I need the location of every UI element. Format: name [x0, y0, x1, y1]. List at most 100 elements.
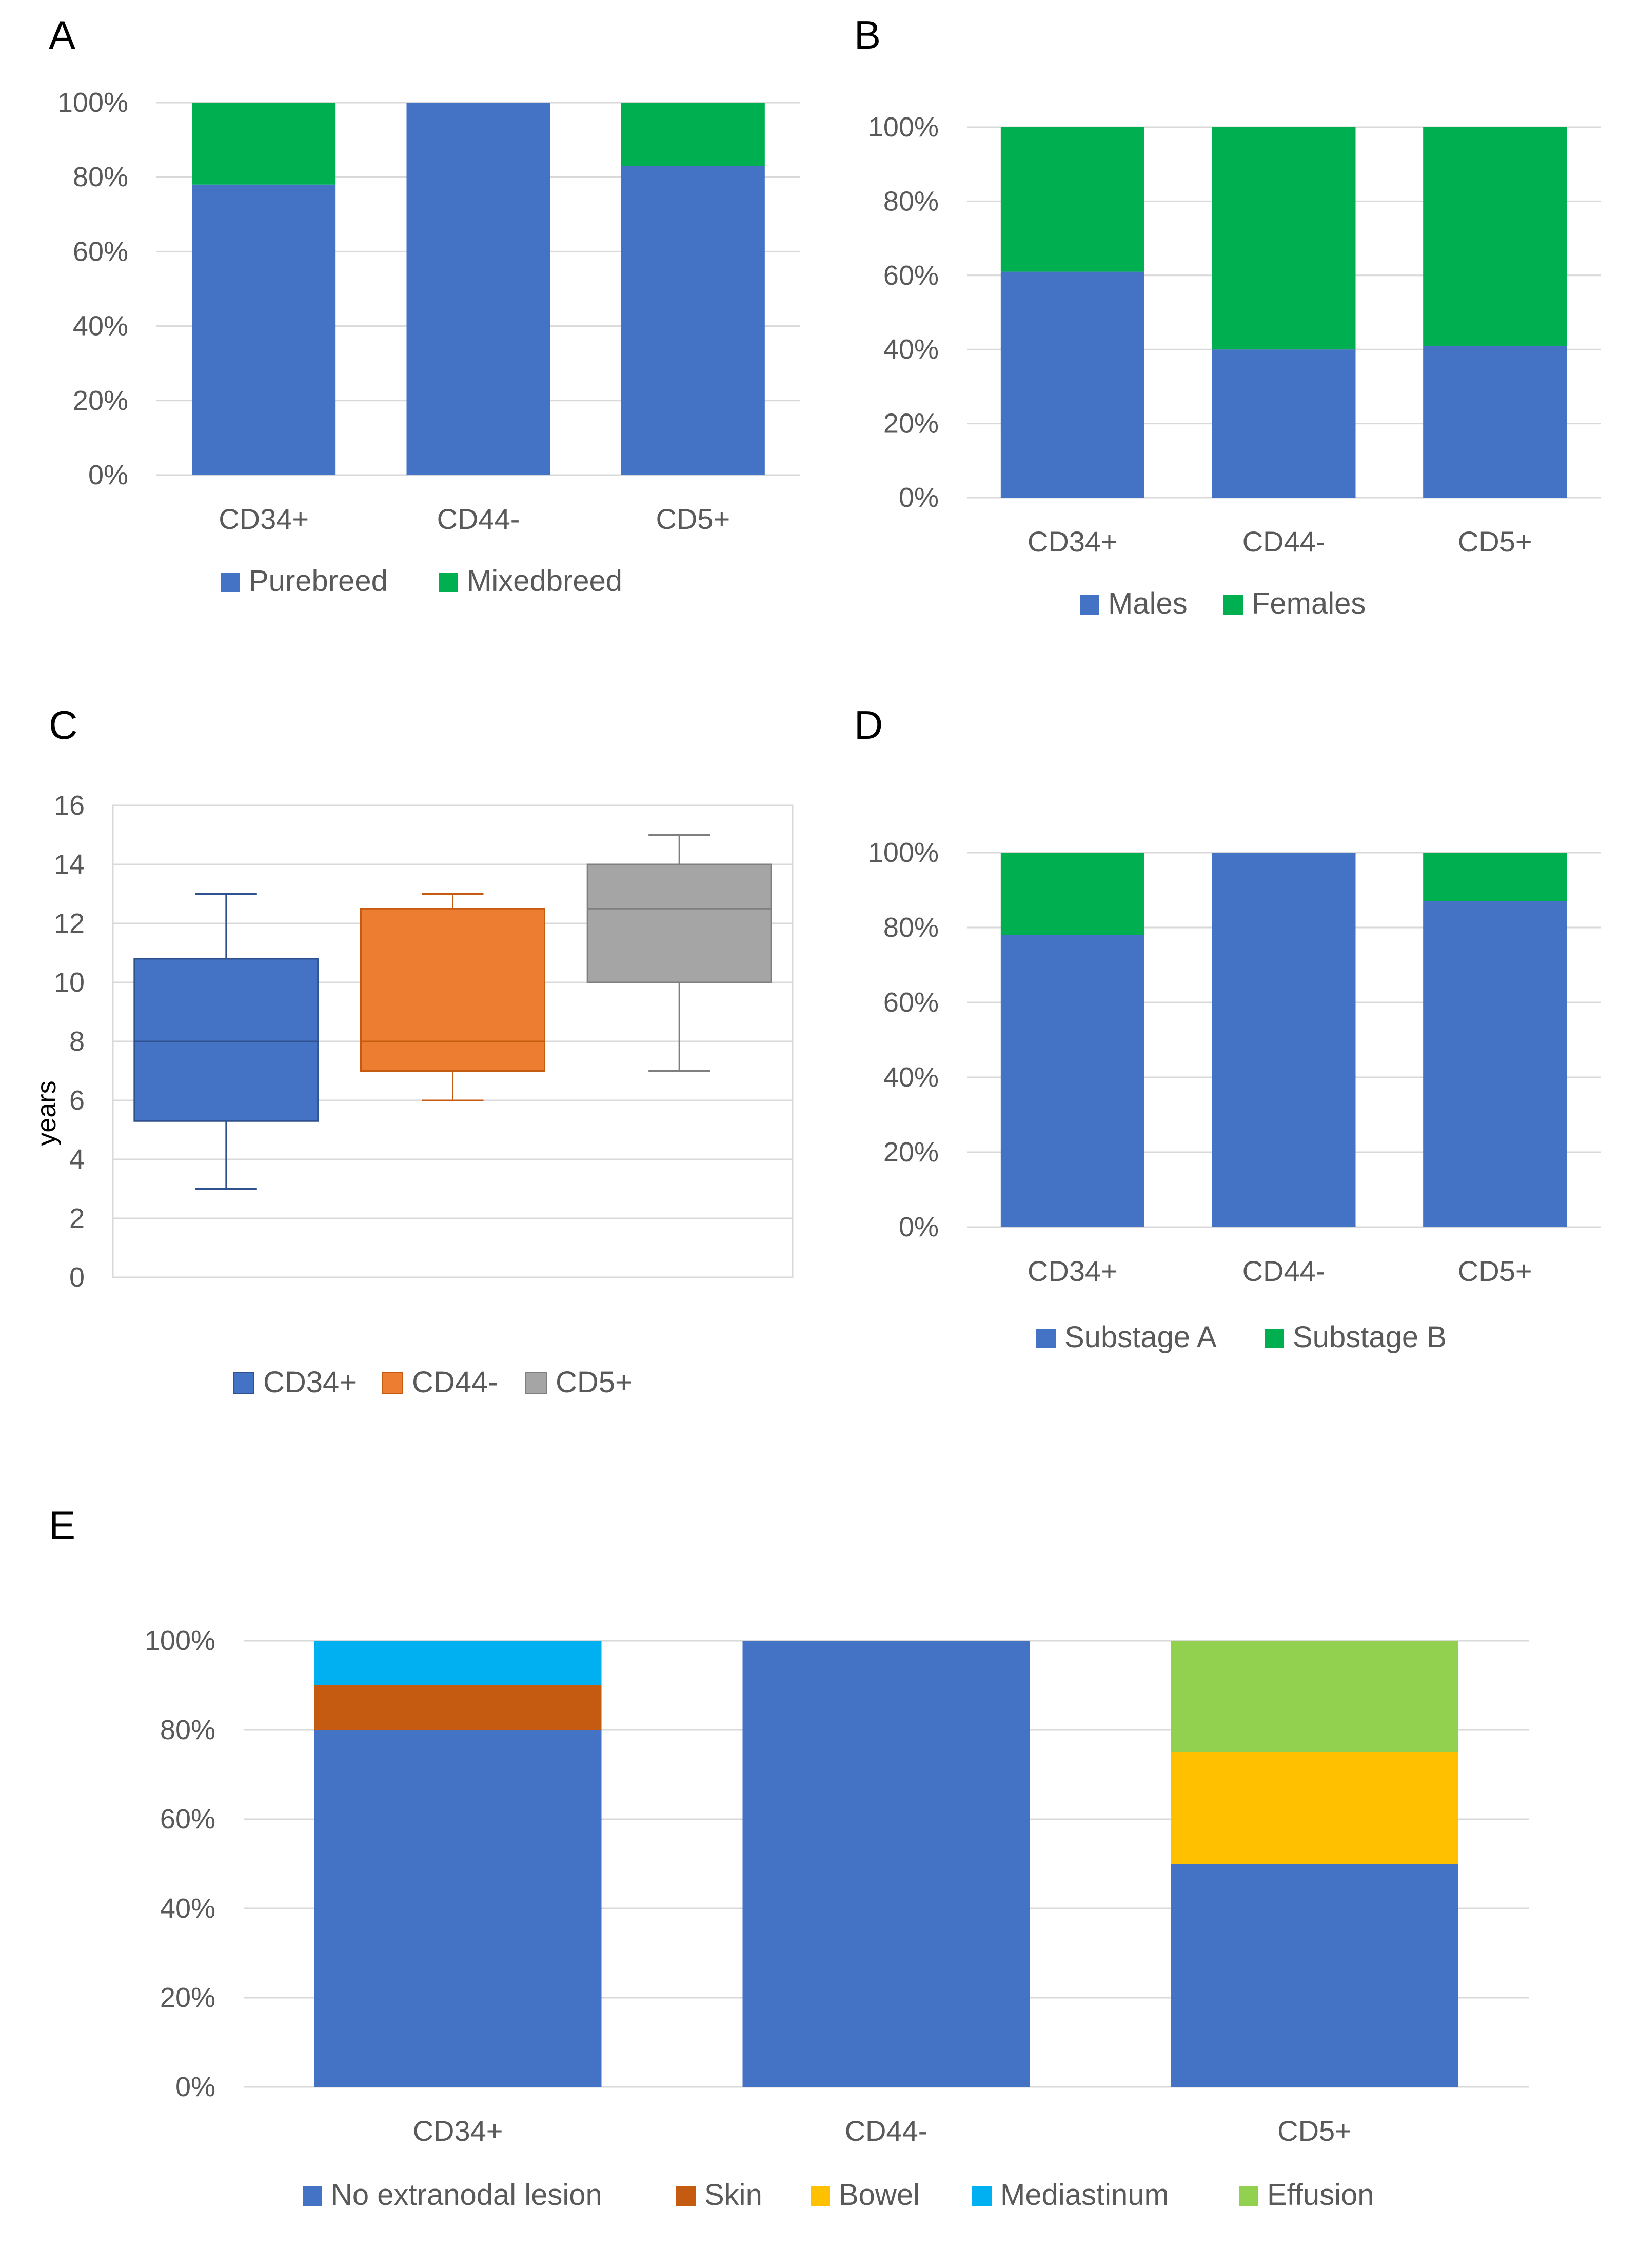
legend-label: Bowel [839, 2178, 920, 2212]
panel-label: B [854, 12, 881, 57]
legend-label: CD34+ [263, 1366, 357, 1399]
y-tick-label: 20% [883, 1137, 939, 1168]
y-tick-label: 40% [73, 311, 128, 342]
x-category-label: CD5+ [656, 503, 730, 535]
y-tick-label: 14 [54, 849, 85, 880]
legend-swatch [439, 573, 458, 592]
y-tick-label: 100% [868, 837, 939, 868]
box-CD44- [360, 908, 545, 1072]
y-tick-label: 100% [145, 1625, 215, 1656]
legend-swatch [972, 2186, 992, 2206]
y-tick-label: 2 [69, 1203, 85, 1234]
y-tick-label: 80% [883, 186, 939, 216]
y-axis-title: years [32, 1080, 62, 1146]
bar-males-CD44- [1212, 349, 1356, 498]
legend-swatch [525, 1372, 547, 1394]
bar-substage-b-CD5+ [1423, 853, 1567, 901]
bar-mixedbreed-CD34+ [192, 103, 336, 185]
y-tick-label: 12 [54, 908, 85, 939]
x-category-label: CD34+ [413, 2115, 503, 2147]
legend-label: Effusion [1267, 2178, 1374, 2212]
x-category-label: CD5+ [1277, 2115, 1352, 2147]
legend-swatch [233, 1372, 254, 1394]
y-tick-label: 16 [54, 790, 85, 821]
x-category-label: CD44- [1242, 525, 1326, 558]
x-category-label: CD5+ [1458, 1255, 1532, 1287]
bar-no-extranodal-lesion-CD44- [742, 1641, 1030, 2087]
plot-frame [112, 804, 794, 1278]
legend-swatch [1036, 1329, 1056, 1348]
y-tick-label: 0% [175, 2072, 215, 2102]
x-category-label: CD44- [845, 2115, 928, 2147]
bar-substage-b-CD34+ [1000, 853, 1144, 935]
y-tick-label: 20% [73, 385, 128, 416]
legend-swatch [221, 573, 240, 592]
y-tick-label: 100% [57, 87, 128, 118]
y-tick-label: 60% [883, 987, 939, 1018]
x-category-label: CD44- [437, 503, 520, 535]
bar-females-CD44- [1212, 127, 1356, 350]
x-category-label: CD44- [1242, 1255, 1326, 1287]
legend-label: CD44- [412, 1366, 498, 1399]
bar-substage-a-CD34+ [1000, 935, 1144, 1227]
legend-swatch [811, 2186, 830, 2206]
bar-effusion-CD5+ [1171, 1641, 1458, 1752]
y-tick-label: 20% [160, 1982, 215, 2013]
bar-no-extranodal-lesion-CD5+ [1171, 1864, 1458, 2087]
panel-d: D 0% 20% 40% 60% 80% 100% CD34+ CD44- CD5+ Substag… [854, 702, 1601, 1354]
y-tick-label: 100% [868, 112, 939, 143]
legend-label: CD5+ [556, 1366, 633, 1399]
bar-no-extranodal-lesion-CD34+ [314, 1730, 602, 2087]
bar-purebreed-CD34+ [192, 184, 336, 476]
y-tick-label: 80% [883, 912, 939, 943]
bar-mediastinum-CD34+ [314, 1641, 602, 1685]
bar-purebreed-CD44- [406, 103, 550, 475]
y-tick-label: 40% [883, 1062, 939, 1093]
x-category-label: CD5+ [1458, 525, 1532, 558]
legend-swatch [382, 1372, 403, 1394]
legend-label: Mixedbreed [467, 564, 622, 598]
y-tick-label: 0% [899, 1212, 939, 1243]
bar-substage-a-CD5+ [1423, 901, 1567, 1227]
x-category-label: CD34+ [1028, 1255, 1118, 1287]
bar-bowel-CD5+ [1171, 1752, 1458, 1864]
legend-label: Purebreed [249, 564, 388, 598]
x-category-label: CD34+ [219, 503, 309, 535]
legend-swatch [303, 2186, 322, 2206]
legend-label: Substage A [1064, 1320, 1217, 1354]
legend-swatch [1265, 1329, 1284, 1348]
legend-label: No extranodal lesion [331, 2178, 602, 2212]
bar-males-CD5+ [1423, 345, 1567, 498]
bar-mixedbreed-CD5+ [621, 103, 765, 166]
legend-label: Males [1108, 587, 1188, 620]
y-tick-label: 80% [73, 162, 128, 192]
panel-label: D [854, 702, 883, 747]
y-tick-label: 60% [160, 1804, 215, 1835]
bar-females-CD34+ [1000, 127, 1144, 272]
bar-males-CD34+ [1000, 271, 1144, 498]
box-CD34+ [133, 958, 319, 1122]
panel-a: A 0% 20% 40% 60% 80% 100% CD34+ CD44- CD5+ Purebre… [49, 12, 800, 598]
bar-skin-CD34+ [314, 1685, 602, 1730]
y-tick-label: 8 [69, 1026, 85, 1057]
y-tick-label: 0% [899, 482, 939, 513]
bar-substage-a-CD44- [1212, 853, 1356, 1227]
y-tick-label: 60% [883, 260, 939, 291]
legend-label: Mediastinum [1000, 2178, 1169, 2212]
legend-label: Skin [704, 2178, 762, 2212]
panel-c: C 0 2 4 6 8 10 12 14 16 CD34+ CD44- CD5+ years [32, 702, 794, 1399]
panel-e: E 0% 20% 40% 60% 80% 100% CD34+ CD44- CD5+ No extr… [49, 1503, 1529, 2212]
legend-swatch [1080, 595, 1099, 615]
panel-label: C [49, 702, 77, 747]
legend-swatch [1223, 595, 1243, 615]
y-tick-label: 10 [54, 967, 85, 998]
x-category-label: CD34+ [1028, 525, 1118, 558]
legend-label: Females [1252, 587, 1366, 620]
panel-b: B 0% 20% 40% 60% 80% 100% CD34+ CD44- CD5+ Males Fe… [854, 12, 1601, 620]
y-tick-label: 0 [69, 1262, 85, 1293]
panel-label: A [49, 12, 75, 57]
y-tick-label: 60% [73, 236, 128, 267]
y-tick-label: 4 [69, 1144, 85, 1175]
legend-label: Substage B [1293, 1320, 1447, 1354]
